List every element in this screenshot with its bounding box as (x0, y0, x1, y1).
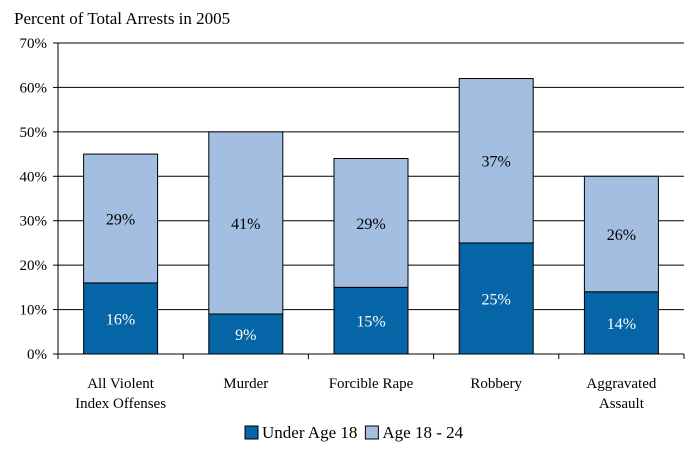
y-tick-label: 40% (20, 169, 48, 185)
y-tick-label: 0% (27, 347, 47, 363)
bar-segment-under-18 (458, 242, 534, 355)
bar-segment-age-18-24 (208, 131, 284, 315)
legend-swatch (244, 425, 259, 440)
data-labels: 16% 29% 9% 41% 15% 29% 25% 37% 14% 26% (106, 154, 636, 344)
legend-swatch (364, 425, 379, 440)
legend-label: Age 18 - 24 (382, 423, 463, 442)
data-label: 16% (106, 311, 135, 328)
category-label: All Violent (87, 376, 155, 392)
bars (83, 78, 659, 355)
bar-segment-age-18-24 (333, 158, 409, 288)
y-tick-label: 10% (20, 303, 48, 319)
category-label: Forcible Rape (329, 376, 414, 392)
category-label: Assault (599, 396, 645, 412)
legend-label: Under Age 18 (262, 423, 357, 442)
axes: 0% 10% 20% 30% 40% 50% 60% 70% (20, 36, 685, 363)
bar-segment-under-18 (333, 286, 409, 355)
category-labels: All Violent Index Offenses Murder Forcible … (75, 376, 657, 412)
y-tick-label: 20% (20, 258, 48, 274)
category-label: Index Offenses (75, 396, 166, 412)
data-label: 14% (607, 316, 636, 333)
bar-segment-age-18-24 (83, 153, 159, 284)
y-tick-label: 70% (20, 36, 48, 52)
y-tick-label: 50% (20, 125, 48, 141)
bar-segment-age-18-24 (583, 175, 659, 293)
bar-segment-under-18 (208, 313, 284, 355)
data-label: 9% (235, 327, 256, 344)
data-label: 25% (482, 291, 511, 308)
data-label: 29% (106, 211, 135, 228)
bar-segment-under-18 (583, 291, 659, 355)
category-label: Robbery (470, 376, 522, 392)
category-label: Aggravated (586, 376, 656, 392)
y-tick-label: 30% (20, 214, 48, 230)
data-label: 37% (482, 154, 511, 171)
data-label: 41% (231, 216, 260, 233)
chart-title: Percent of Total Arrests in 2005 (14, 9, 230, 28)
bar-segment-age-18-24 (458, 78, 534, 244)
category-label: Murder (223, 376, 268, 392)
legend: Under Age 18 Age 18 - 24 (244, 423, 464, 442)
data-label: 29% (356, 216, 385, 233)
data-label: 26% (607, 227, 636, 244)
bar-segment-under-18 (83, 282, 159, 355)
y-tick-label: 60% (20, 80, 48, 96)
data-label: 15% (356, 314, 385, 331)
